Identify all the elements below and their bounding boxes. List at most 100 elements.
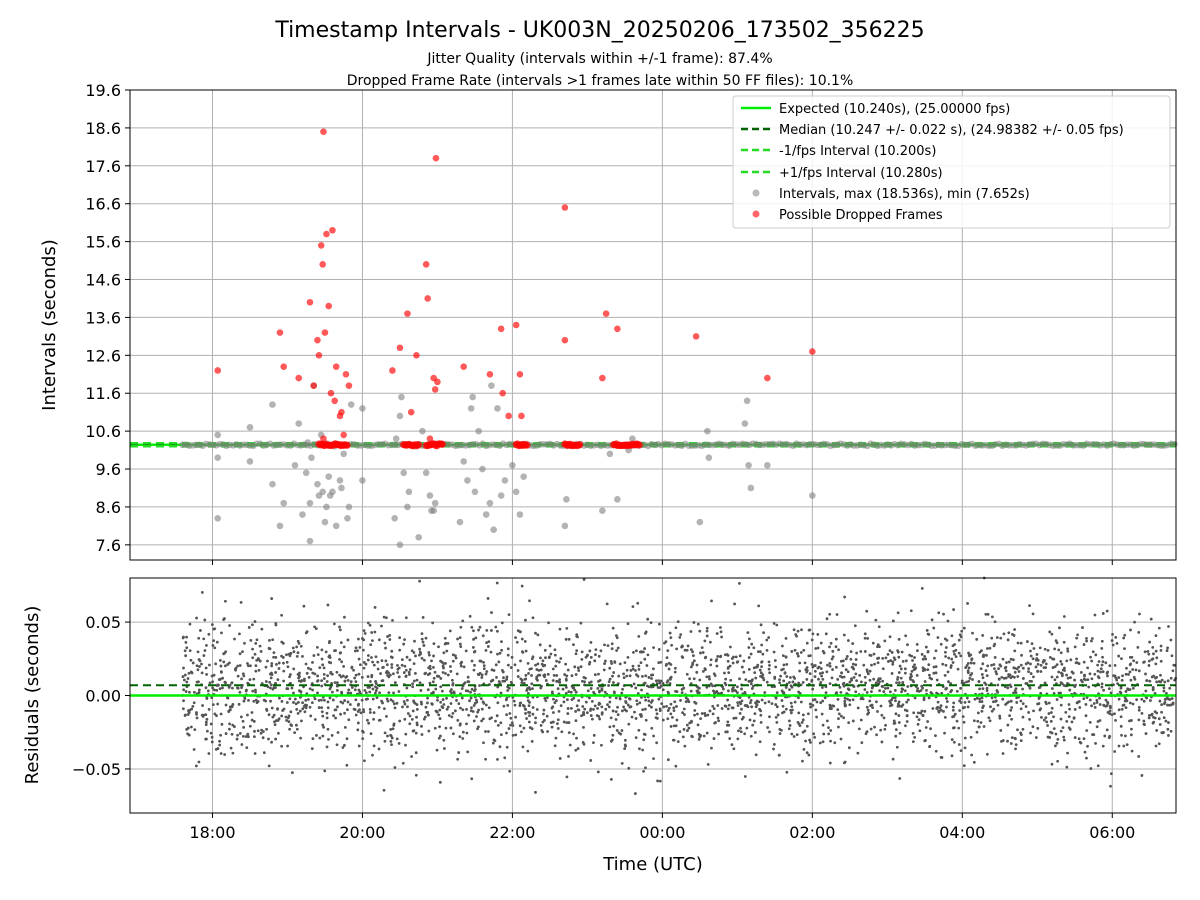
residual-point bbox=[431, 621, 435, 625]
residual-point bbox=[883, 727, 887, 731]
residual-point bbox=[997, 667, 1000, 671]
residual-point bbox=[470, 659, 474, 663]
residual-point bbox=[397, 675, 401, 679]
residual-point bbox=[1021, 702, 1025, 705]
residual-point bbox=[689, 648, 693, 652]
residual-point bbox=[551, 679, 555, 682]
residual-point bbox=[510, 655, 514, 659]
residual-point bbox=[966, 602, 969, 605]
residual-point bbox=[432, 654, 435, 658]
residual-point bbox=[774, 665, 778, 669]
residual-point bbox=[984, 669, 988, 672]
residual-point bbox=[720, 635, 723, 639]
residual-point bbox=[290, 686, 294, 690]
residual-point bbox=[599, 649, 603, 653]
residual-point bbox=[622, 672, 626, 676]
residual-point bbox=[321, 723, 325, 727]
residual-point bbox=[332, 622, 336, 626]
residual-point bbox=[410, 718, 414, 721]
residual-point bbox=[782, 691, 786, 694]
residual-point bbox=[219, 752, 223, 755]
residual-point bbox=[868, 669, 872, 673]
residual-point bbox=[965, 696, 969, 700]
residual-point bbox=[566, 712, 570, 715]
residual-point bbox=[775, 691, 779, 695]
residual-point bbox=[703, 656, 707, 660]
residual-point bbox=[458, 642, 462, 646]
residual-point bbox=[496, 723, 500, 727]
residual-point bbox=[711, 712, 715, 716]
residual-point bbox=[467, 713, 471, 717]
residual-point bbox=[551, 720, 555, 724]
residual-point bbox=[1090, 677, 1094, 681]
residual-point bbox=[853, 624, 857, 628]
residual-point bbox=[596, 770, 600, 774]
residual-point bbox=[505, 731, 508, 735]
residual-point bbox=[1102, 688, 1106, 692]
residual-point bbox=[875, 733, 878, 737]
residual-point bbox=[643, 657, 647, 661]
residual-point bbox=[802, 748, 806, 751]
legend-median-label: Median (10.247 +/- 0.022 s), (24.98382 +… bbox=[779, 123, 1124, 138]
residual-point bbox=[609, 660, 613, 663]
residual-point bbox=[219, 712, 223, 716]
residual-point bbox=[418, 653, 421, 657]
interval-point bbox=[359, 405, 366, 412]
residual-point bbox=[465, 722, 468, 726]
residual-point bbox=[565, 626, 569, 630]
x-axis-label: Time (UTC) bbox=[602, 854, 703, 875]
residual-point bbox=[574, 652, 578, 656]
residual-point bbox=[913, 663, 916, 667]
dropped-frame-point bbox=[422, 261, 430, 268]
residual-point bbox=[726, 653, 730, 657]
residual-point bbox=[340, 690, 343, 694]
residual-point bbox=[470, 625, 474, 629]
residual-point bbox=[750, 705, 754, 709]
residual-point bbox=[288, 697, 292, 701]
residual-point bbox=[577, 708, 581, 712]
residual-point bbox=[1072, 716, 1076, 720]
residual-point bbox=[1120, 657, 1123, 661]
residual-point bbox=[574, 748, 578, 752]
residual-point bbox=[859, 718, 863, 722]
residual-point bbox=[261, 736, 265, 740]
residual-point bbox=[461, 708, 465, 712]
residual-point bbox=[1047, 701, 1051, 705]
residual-point bbox=[877, 625, 881, 629]
residual-point bbox=[339, 712, 342, 716]
residual-point bbox=[1061, 668, 1065, 672]
residual-point bbox=[521, 651, 525, 654]
residual-point bbox=[1065, 673, 1068, 677]
residual-point bbox=[592, 733, 596, 737]
residual-point bbox=[1073, 691, 1077, 695]
residual-point bbox=[480, 676, 484, 679]
residual-point bbox=[218, 658, 222, 662]
residual-point bbox=[182, 666, 185, 670]
residual-point bbox=[889, 701, 892, 705]
residual-point bbox=[338, 625, 341, 629]
residual-point bbox=[963, 700, 967, 704]
residual-point bbox=[1106, 710, 1110, 714]
residual-point bbox=[420, 733, 424, 736]
residual-point bbox=[1153, 692, 1157, 695]
residual-point bbox=[236, 664, 240, 668]
residual-point bbox=[575, 736, 578, 740]
residual-point bbox=[690, 665, 693, 669]
residual-point bbox=[519, 701, 523, 705]
residual-point bbox=[473, 689, 476, 693]
residual-point bbox=[863, 650, 867, 653]
residual-point bbox=[308, 687, 312, 691]
residual-point bbox=[524, 673, 528, 677]
residual-point bbox=[1123, 734, 1127, 738]
residual-point bbox=[813, 735, 817, 739]
residual-point bbox=[1093, 705, 1097, 709]
residual-point bbox=[906, 698, 910, 702]
residual-point bbox=[1162, 686, 1166, 690]
residual-point bbox=[765, 680, 769, 684]
legend-intervals-label: Intervals, max (18.536s), min (7.652s) bbox=[779, 187, 1030, 202]
residual-point bbox=[404, 668, 408, 672]
residual-point bbox=[485, 628, 489, 632]
residual-point bbox=[183, 649, 187, 653]
residual-point bbox=[412, 651, 416, 654]
residual-point bbox=[964, 666, 968, 669]
